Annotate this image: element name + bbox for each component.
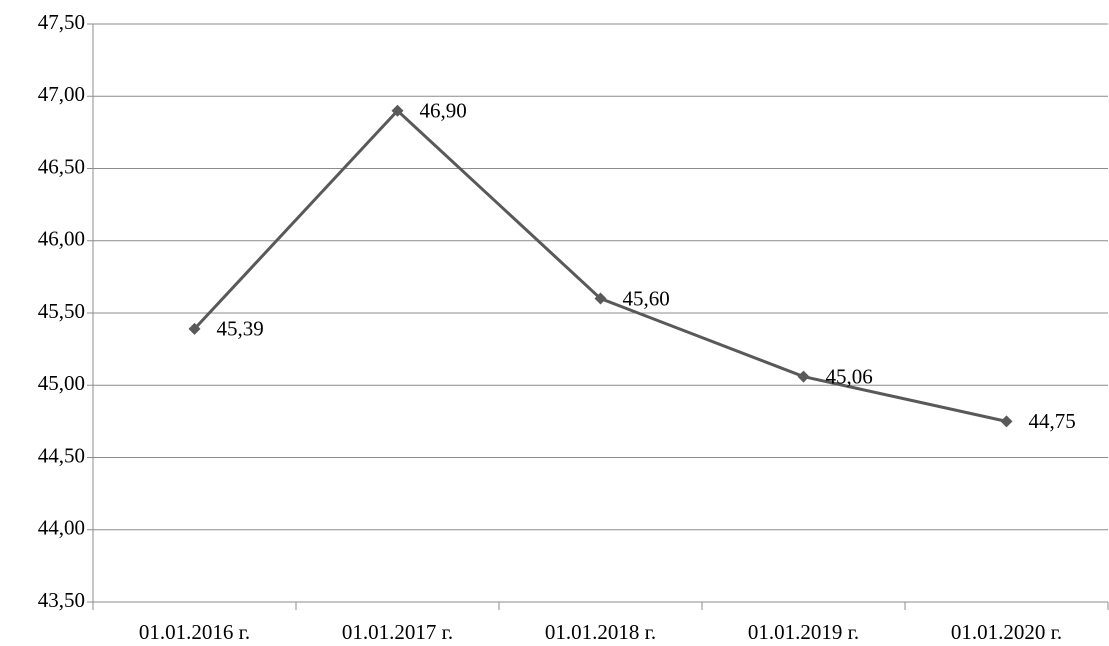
y-tick-label: 47,50 xyxy=(38,10,85,34)
y-tick-label: 46,00 xyxy=(38,227,85,251)
x-tick-label: 01.01.2017 г. xyxy=(342,620,453,644)
y-tick-label: 46,50 xyxy=(38,154,85,178)
value-label: 45,39 xyxy=(217,317,264,341)
x-tick-label: 01.01.2020 г. xyxy=(951,620,1062,644)
line xyxy=(193,108,1007,423)
value-label: 44,75 xyxy=(1029,409,1076,433)
y-tick-label: 45,00 xyxy=(38,371,85,395)
marker xyxy=(1000,415,1013,428)
y-tick-label: 43,50 xyxy=(38,588,85,612)
y-tick-label: 44,50 xyxy=(38,443,85,467)
marker xyxy=(391,104,404,117)
marker xyxy=(797,370,810,383)
value-label: 45,60 xyxy=(623,286,670,310)
marker xyxy=(188,322,201,335)
x-tick-label: 01.01.2018 г. xyxy=(545,620,656,644)
y-tick-label: 47,00 xyxy=(38,82,85,106)
value-label: 45,06 xyxy=(826,364,873,388)
marker xyxy=(594,292,607,305)
y-tick-label: 44,00 xyxy=(38,516,85,540)
x-tick-label: 01.01.2019 г. xyxy=(748,620,859,644)
value-label: 46,90 xyxy=(420,99,467,123)
y-tick-label: 45,50 xyxy=(38,299,85,323)
x-tick-label: 01.01.2016 г. xyxy=(139,620,250,644)
